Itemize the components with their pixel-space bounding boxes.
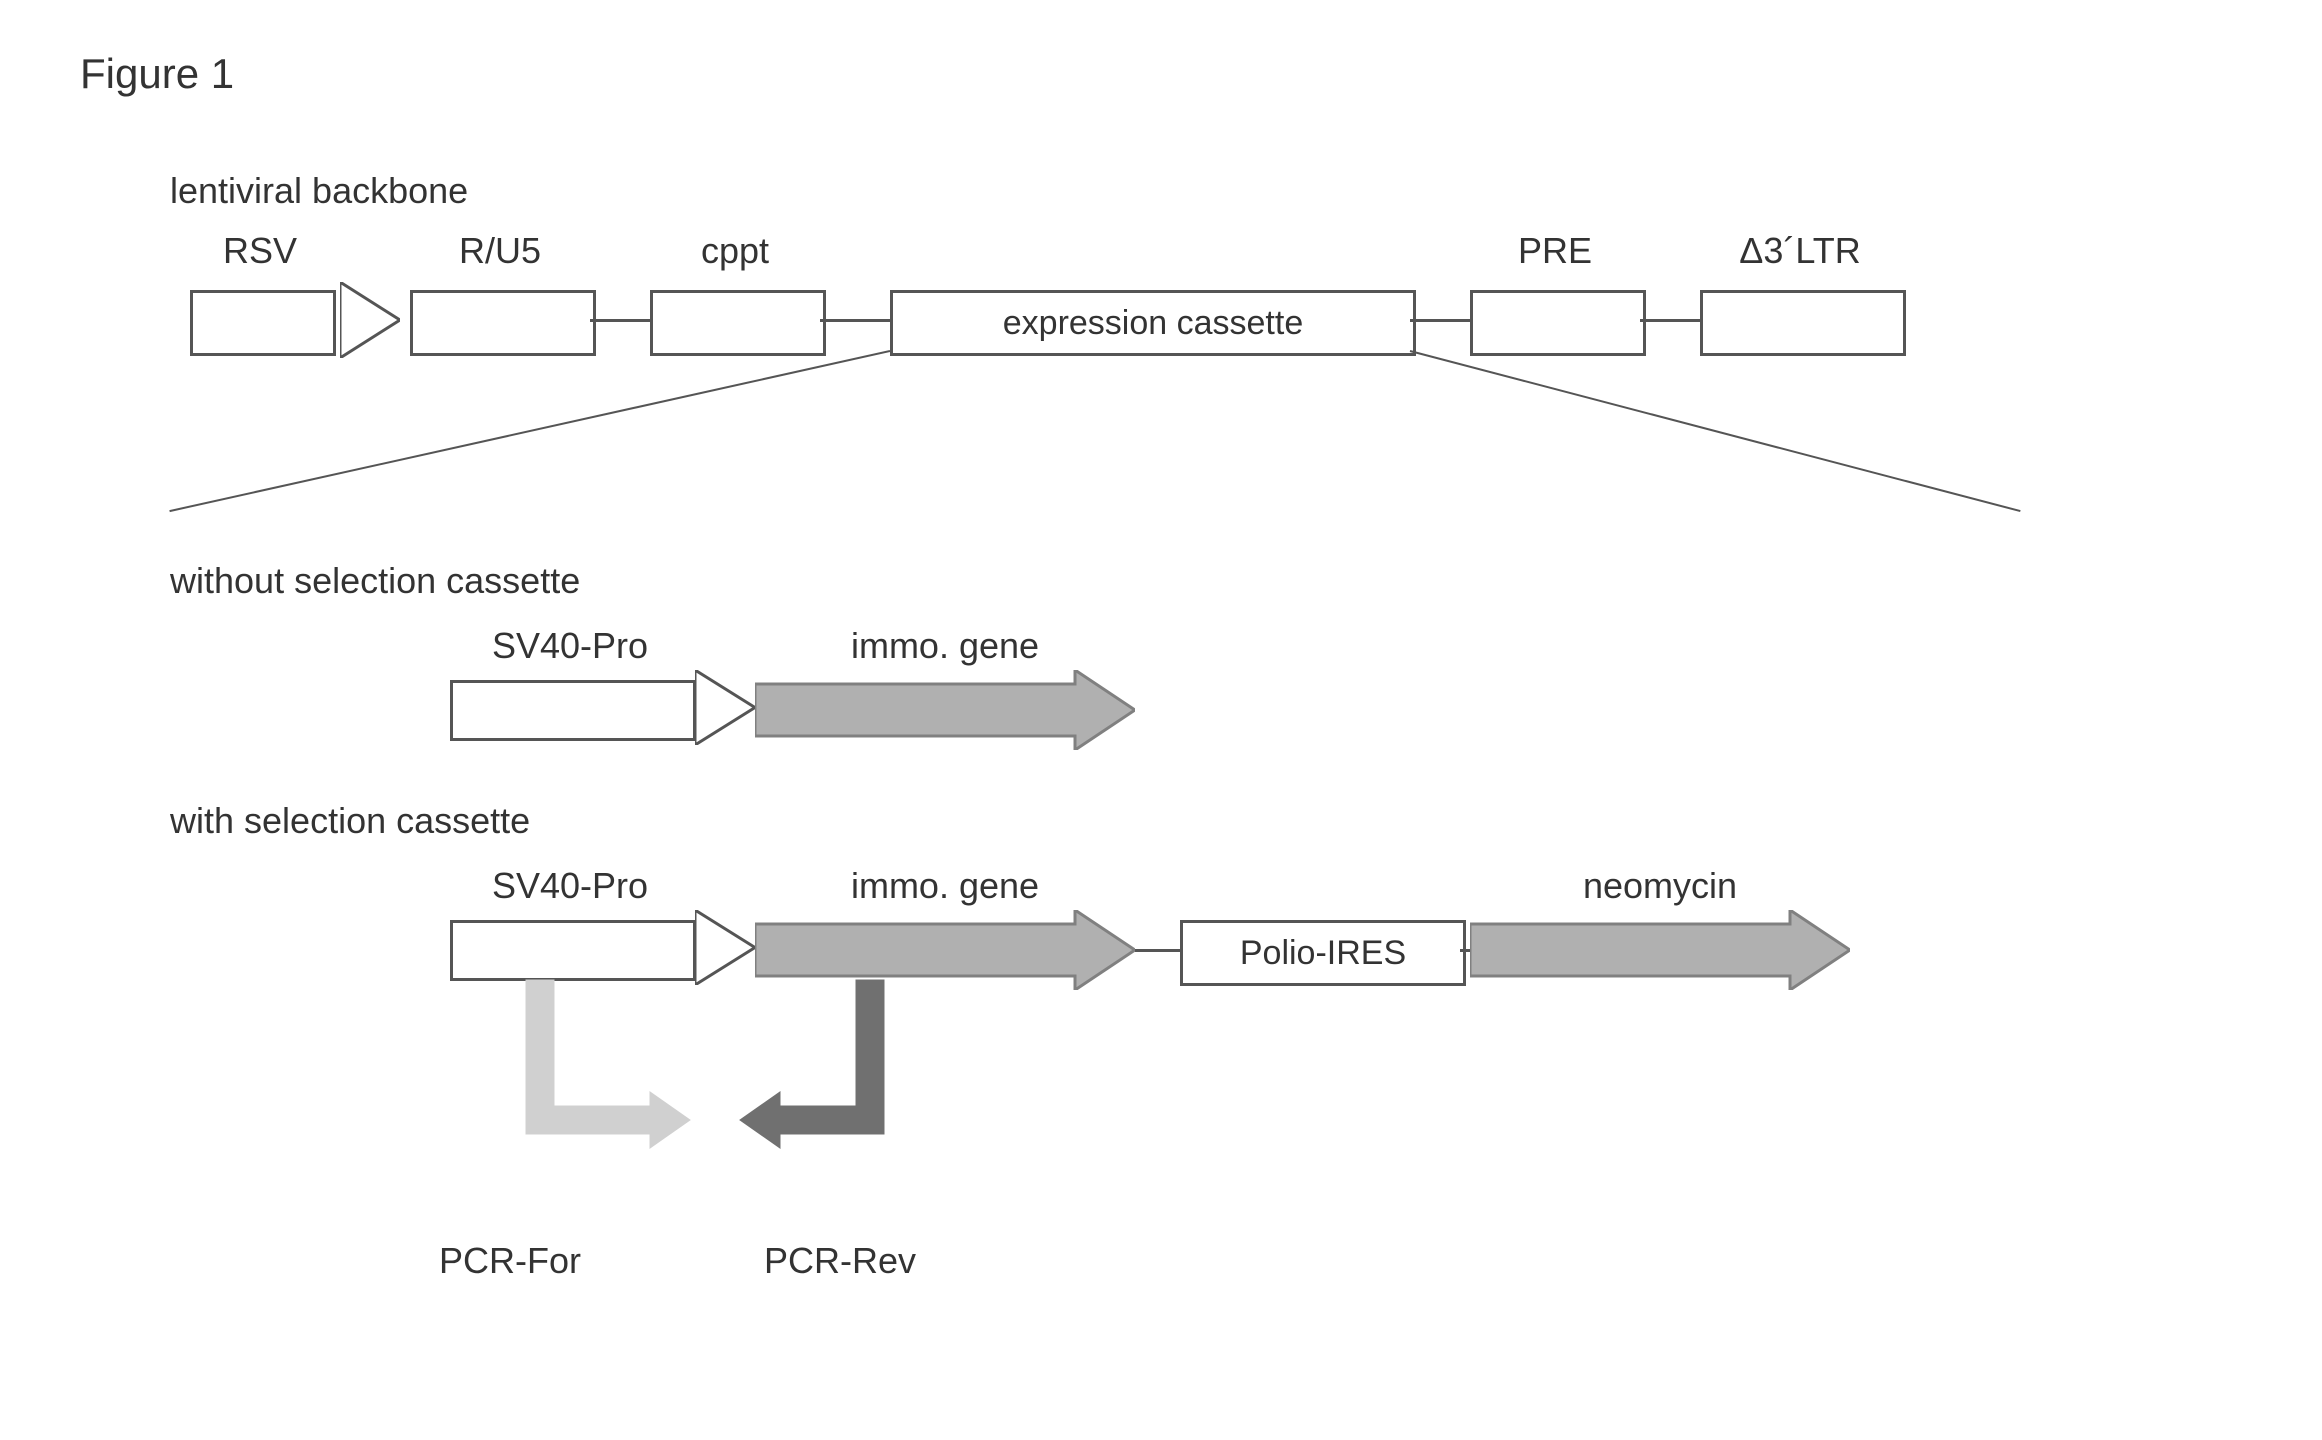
sv40-label-1: SV40-Pro — [450, 625, 690, 667]
connector-immo-polio — [1135, 949, 1180, 952]
backbone-connector-3 — [590, 319, 650, 322]
backbone-subtitle: lentiviral backbone — [170, 170, 468, 212]
figure-container: Figure 1 lentiviral backbone RSV R/U5 cppt… — [40, 40, 2282, 1400]
polio-ires-box: Polio-IRES — [1180, 920, 1466, 986]
without-selection-subtitle: without selection cassette — [170, 560, 580, 602]
backbone-box-8 — [1470, 290, 1646, 356]
immo-label-1: immo. gene — [755, 625, 1135, 667]
backbone-triangle-1 — [340, 282, 400, 358]
pcr-rev-primer-arrow — [700, 970, 910, 1160]
backbone-label-8: PRE — [1470, 230, 1640, 272]
figure-title: Figure 1 — [80, 50, 234, 98]
backbone-label-2: R/U5 — [410, 230, 590, 272]
backbone-box-6: expression cassette — [890, 290, 1416, 356]
backbone-connector-7 — [1410, 319, 1470, 322]
backbone-box-2 — [410, 290, 596, 356]
zoom-line-right — [1410, 350, 2020, 512]
backbone-box-10 — [1700, 290, 1906, 356]
sv40-label-2: SV40-Pro — [450, 865, 690, 907]
backbone-label-10: Δ3´LTR — [1700, 230, 1900, 272]
backbone-box-0 — [190, 290, 336, 356]
pcr-rev-label: PCR-Rev — [740, 1240, 940, 1282]
promoter-triangle-1 — [695, 670, 755, 745]
backbone-label-0: RSV — [190, 230, 330, 272]
connector-polio-neo — [1460, 949, 1470, 952]
backbone-box-4 — [650, 290, 826, 356]
immo-label-2: immo. gene — [755, 865, 1135, 907]
zoom-line-left — [170, 350, 890, 512]
pcr-for-label: PCR-For — [410, 1240, 610, 1282]
backbone-connector-5 — [820, 319, 890, 322]
neo-label: neomycin — [1470, 865, 1850, 907]
with-selection-subtitle: with selection cassette — [170, 800, 530, 842]
neomycin-arrow — [1470, 910, 1850, 990]
pcr-for-primer-arrow — [500, 970, 730, 1160]
backbone-connector-9 — [1640, 319, 1700, 322]
immo-gene-arrow-1 — [755, 670, 1135, 750]
backbone-label-4: cppt — [650, 230, 820, 272]
sv40-box-1 — [450, 680, 696, 741]
